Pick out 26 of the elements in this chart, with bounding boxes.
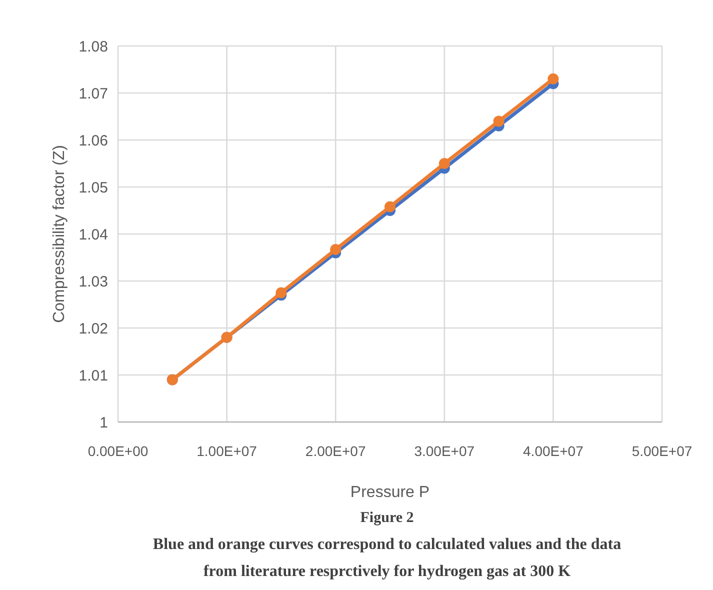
x-tick-label: 5.00E+07 [632, 443, 692, 459]
y-tick-label: 1 [100, 414, 108, 432]
point [330, 244, 342, 256]
x-tick-label: 3.00E+07 [414, 443, 475, 459]
point [438, 158, 450, 169]
caption: Figure 2 [360, 510, 414, 526]
y-tick-label: 1.03 [78, 273, 108, 290]
y-tick-label: 1.08 [78, 38, 108, 56]
x-axis-title: Pressure P [350, 484, 430, 501]
y-tick-label: 1.01 [78, 367, 108, 384]
y-tick-label: 1.05 [78, 179, 108, 196]
x-tick-label: 0.00E+00 [88, 443, 148, 459]
x-tick-label: 1.00E+07 [196, 443, 258, 459]
y-tick-label: 1.07 [78, 85, 108, 102]
y-tick-label: 1.02 [78, 320, 108, 338]
point [493, 116, 504, 127]
point [548, 73, 559, 84]
text: Blue and orange curves correspond to calculated values and the data [152, 536, 622, 553]
point [276, 287, 287, 298]
point [384, 201, 396, 212]
y-tick-label: 1.06 [78, 132, 108, 150]
x-tick-label: 4.00E+07 [523, 443, 584, 459]
y-axis-title: Compressibility factor (Z) [51, 145, 68, 323]
y-tick-label: 1.04 [78, 226, 108, 244]
text: from literature resprctively for hydrogen gas at 300 K [203, 563, 572, 580]
x-tick-label: 2.00E+07 [305, 443, 366, 459]
